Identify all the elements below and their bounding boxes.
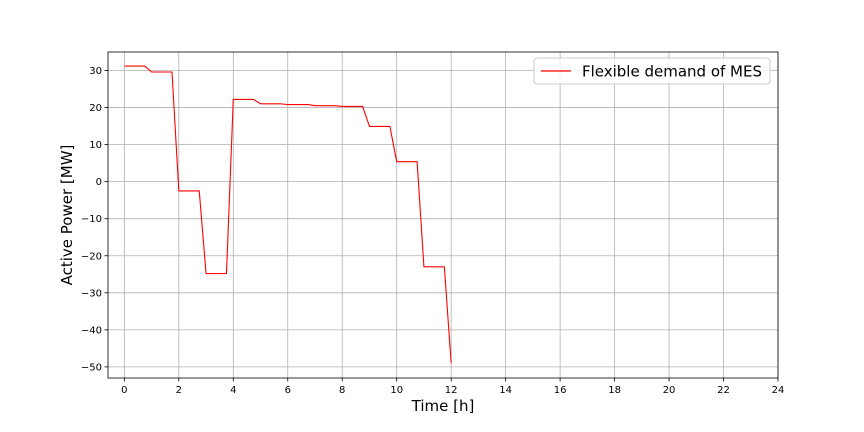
x-tick-label: 22 — [717, 385, 730, 396]
x-tick-label: 4 — [230, 385, 236, 396]
y-tick-label: −50 — [81, 362, 102, 373]
y-tick-label: −20 — [81, 251, 102, 262]
x-tick-label: 14 — [499, 385, 512, 396]
plot-frame — [107, 51, 779, 379]
legend-box — [533, 57, 771, 85]
x-tick-label: 2 — [176, 385, 182, 396]
y-tick-label: −10 — [81, 214, 102, 225]
series-line — [124, 65, 452, 364]
x-tick-label: 10 — [390, 385, 403, 396]
series-group — [124, 65, 452, 364]
x-tick-label: 6 — [285, 385, 291, 396]
x-axis-label: Time [h] — [411, 397, 475, 415]
y-tick-label: 0 — [96, 177, 102, 188]
x-tick-label: 8 — [339, 385, 345, 396]
x-tick-label: 18 — [608, 385, 621, 396]
y-tick-label: 20 — [89, 103, 102, 114]
y-tick-label: 10 — [89, 140, 102, 151]
x-tick-label: 20 — [663, 385, 676, 396]
legend: Flexible demand of MES — [533, 57, 771, 85]
y-tick-label: 30 — [89, 66, 102, 77]
grid — [108, 52, 779, 378]
y-axis-label: Active Power [MW] — [58, 145, 76, 286]
legend-entry-label: Flexible demand of MES — [582, 63, 762, 81]
x-tick-label: 0 — [121, 385, 127, 396]
y-axis-ticks: −50 −40 −30 −20 −10 0 10 20 30 — [81, 66, 108, 373]
x-axis-ticks: 0 2 4 6 8 10 12 14 16 18 20 22 24 — [121, 378, 784, 396]
x-tick-label: 12 — [445, 385, 458, 396]
x-tick-label: 24 — [772, 385, 785, 396]
y-tick-label: −40 — [81, 325, 102, 336]
x-tick-label: 16 — [554, 385, 567, 396]
y-tick-label: −30 — [81, 288, 102, 299]
